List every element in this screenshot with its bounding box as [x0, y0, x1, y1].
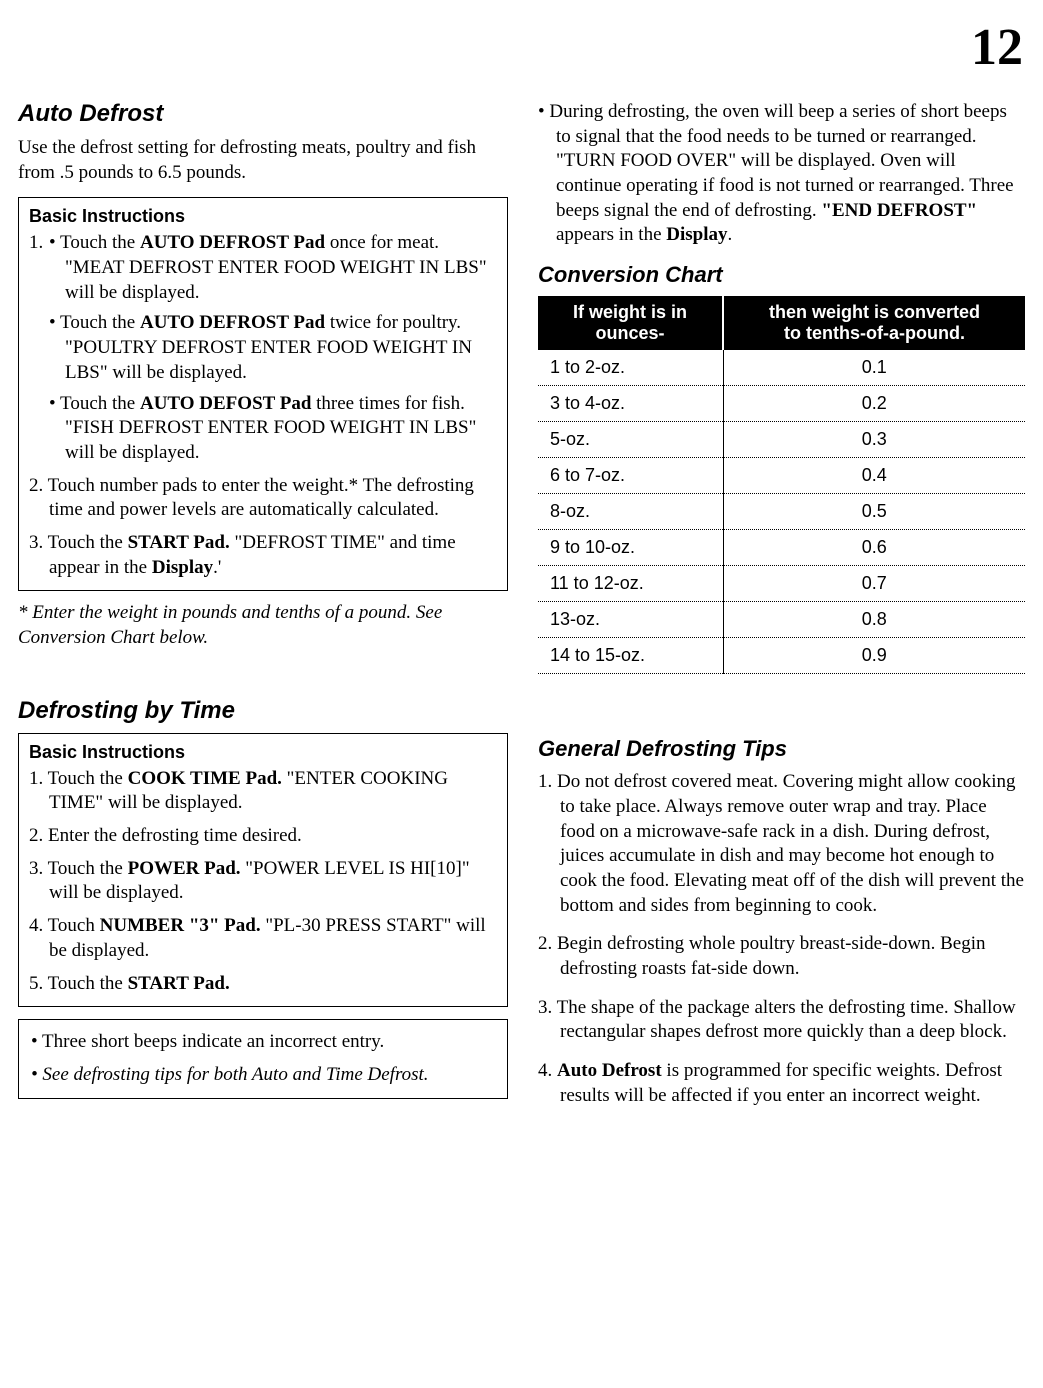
oz-cell: 11 to 12-oz. — [538, 566, 723, 602]
step1-lead: 1. — [29, 231, 49, 256]
value-cell: 0.9 — [723, 638, 1025, 674]
s3-bold2: Display — [152, 557, 213, 578]
value-cell: 0.4 — [723, 458, 1025, 494]
right-column: • During defrosting, the oven will beep … — [538, 100, 1025, 1122]
rb-mid: appears in the — [556, 224, 666, 245]
tip-1: 1. Do not defrost covered meat. Covering… — [538, 770, 1025, 918]
s1b-pre: • Touch the — [49, 312, 140, 333]
oz-cell: 14 to 15-oz. — [538, 638, 723, 674]
value-cell: 0.7 — [723, 566, 1025, 602]
oz-cell: 1 to 2-oz. — [538, 350, 723, 386]
s1b-bold: AUTO DEFROST Pad — [140, 312, 325, 333]
dt-step5: 5. Touch the START Pad. — [29, 972, 497, 997]
table-row: 8-oz.0.5 — [538, 494, 1025, 530]
conversion-table: If weight is in ounces- then weight is c… — [538, 296, 1025, 674]
conv-header-oz: If weight is in ounces- — [538, 296, 723, 350]
dt1-pre: 1. Touch the — [29, 768, 128, 789]
dt-step4: 4. Touch NUMBER "3" Pad. "PL-30 PRESS ST… — [29, 914, 497, 963]
rb-b2: Display — [666, 224, 727, 245]
dt3-bold: POWER Pad. — [128, 858, 241, 879]
dt-step3: 3. Touch the POWER Pad. "POWER LEVEL IS … — [29, 857, 497, 906]
value-cell: 0.2 — [723, 386, 1025, 422]
dt4-bold: NUMBER "3" Pad. — [100, 915, 261, 936]
t4-pre: 4. — [538, 1060, 557, 1081]
oz-cell: 5-oz. — [538, 422, 723, 458]
conversion-chart-title: Conversion Chart — [538, 262, 1025, 288]
oz-cell: 6 to 7-oz. — [538, 458, 723, 494]
oz-cell: 9 to 10-oz. — [538, 530, 723, 566]
note2: • See defrosting tips for both Auto and … — [31, 1063, 495, 1088]
table-row: 9 to 10-oz.0.6 — [538, 530, 1025, 566]
table-row: 1 to 2-oz.0.1 — [538, 350, 1025, 386]
table-row: 11 to 12-oz.0.7 — [538, 566, 1025, 602]
tip-4: 4. Auto Defrost is programmed for specif… — [538, 1059, 1025, 1108]
conv-header-tenths: then weight is converted to tenths-of-a-… — [723, 296, 1025, 350]
dt-step1: 1. Touch the COOK TIME Pad. "ENTER COOKI… — [29, 767, 497, 816]
general-tips-title: General Defrosting Tips — [538, 736, 1025, 762]
dt4-pre: 4. Touch — [29, 915, 100, 936]
dt1-bold: COOK TIME Pad. — [128, 768, 282, 789]
dt-step2: 2. Enter the defrosting time desired. — [29, 824, 497, 849]
dt5-pre: 5. Touch the — [29, 973, 128, 994]
s1c-pre: • Touch the — [49, 393, 140, 414]
page-number: 12 — [971, 18, 1023, 77]
note1: • Three short beeps indicate an incorrec… — [31, 1030, 495, 1055]
s3-bold: START Pad. — [128, 532, 230, 553]
value-cell: 0.8 — [723, 602, 1025, 638]
basic-instructions-title: Basic Instructions — [29, 206, 497, 227]
step-1: 1. • Touch the AUTO DEFROST Pad once for… — [29, 231, 497, 465]
table-row: 14 to 15-oz.0.9 — [538, 638, 1025, 674]
table-row: 5-oz.0.3 — [538, 422, 1025, 458]
defrost-time-box: Basic Instructions 1. Touch the COOK TIM… — [18, 733, 508, 1008]
tips-list: 1. Do not defrost covered meat. Covering… — [538, 770, 1025, 1108]
value-cell: 0.6 — [723, 530, 1025, 566]
step-3: 3. Touch the START Pad. "DEFROST TIME" a… — [29, 531, 497, 580]
step-2: 2. Touch number pads to enter the weight… — [29, 474, 497, 523]
h1l1: If weight is in — [573, 302, 687, 322]
auto-defrost-intro: Use the defrost setting for defrosting m… — [18, 136, 508, 185]
dt3-pre: 3. Touch the — [29, 858, 128, 879]
tip-3: 3. The shape of the package alters the d… — [538, 996, 1025, 1045]
basic-instructions-title-2: Basic Instructions — [29, 742, 497, 763]
h1l2: ounces- — [596, 323, 665, 343]
t4-bold: Auto Defrost — [557, 1060, 662, 1081]
h2l1: then weight is converted — [769, 302, 980, 322]
auto-defrost-title: Auto Defrost — [18, 100, 508, 128]
s1c-bold: AUTO DEFOST Pad — [140, 393, 311, 414]
s1a-pre: • Touch the — [49, 232, 140, 253]
h2l2: to tenths-of-a-pound. — [784, 323, 965, 343]
s3-post: .' — [213, 557, 221, 578]
table-row: 13-oz.0.8 — [538, 602, 1025, 638]
left-column: Auto Defrost Use the defrost setting for… — [18, 100, 508, 1122]
main-content: Auto Defrost Use the defrost setting for… — [18, 100, 1025, 1122]
defrost-by-time-title: Defrosting by Time — [18, 697, 508, 725]
rb-b1: "END DEFROST" — [821, 200, 977, 221]
value-cell: 0.5 — [723, 494, 1025, 530]
defrost-time-notes: • Three short beeps indicate an incorrec… — [18, 1019, 508, 1098]
step1c: • Touch the AUTO DEFOST Pad three times … — [49, 392, 497, 466]
oz-cell: 8-oz. — [538, 494, 723, 530]
rb-post: . — [728, 224, 733, 245]
table-row: 6 to 7-oz.0.4 — [538, 458, 1025, 494]
step1a: • Touch the AUTO DEFROST Pad once for me… — [49, 231, 497, 305]
oz-cell: 3 to 4-oz. — [538, 386, 723, 422]
step1b: • Touch the AUTO DEFROST Pad twice for p… — [49, 311, 497, 385]
table-row: 3 to 4-oz.0.2 — [538, 386, 1025, 422]
s3-pre: 3. Touch the — [29, 532, 128, 553]
dt5-bold: START Pad. — [128, 973, 230, 994]
s1a-bold: AUTO DEFROST Pad — [140, 232, 325, 253]
oz-cell: 13-oz. — [538, 602, 723, 638]
weight-footnote: * Enter the weight in pounds and tenths … — [18, 601, 508, 650]
during-defrosting-note: • During defrosting, the oven will beep … — [538, 100, 1025, 248]
value-cell: 0.3 — [723, 422, 1025, 458]
auto-defrost-box: Basic Instructions 1. • Touch the AUTO D… — [18, 197, 508, 591]
tip-2: 2. Begin defrosting whole poultry breast… — [538, 932, 1025, 981]
value-cell: 0.1 — [723, 350, 1025, 386]
